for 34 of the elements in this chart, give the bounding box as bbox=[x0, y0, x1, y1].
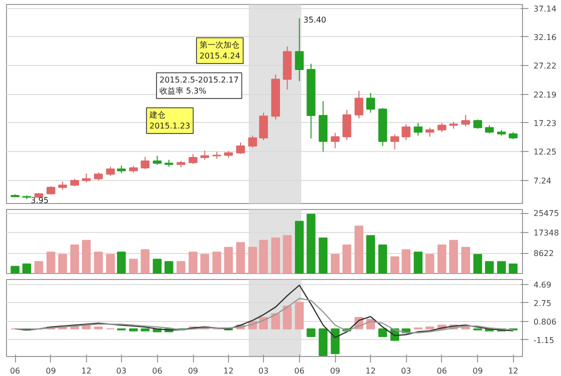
y-tick-label: -1.15 bbox=[534, 336, 554, 345]
x-tick-label: 09 bbox=[472, 366, 483, 376]
x-tick-label: 06 bbox=[436, 366, 447, 376]
x-tick-label: 12 bbox=[366, 366, 376, 376]
x-tick-label: 12 bbox=[223, 366, 234, 376]
x-tick-label: 03 bbox=[258, 366, 269, 376]
y-tick-label: 4.69 bbox=[534, 280, 552, 290]
y-tick-label: 25475 bbox=[534, 209, 559, 218]
x-tick-label: 03 bbox=[400, 366, 412, 376]
x-tick-label: 06 bbox=[152, 366, 162, 376]
y-tick-label: 32.16 bbox=[534, 32, 556, 42]
y-tick-label: 0.806 bbox=[534, 317, 556, 326]
y-tick-label: 37.14 bbox=[534, 4, 556, 14]
x-tick-label: 09 bbox=[46, 366, 56, 376]
y-tick-label: 27.22 bbox=[534, 61, 556, 70]
y-tick-label: 17348 bbox=[534, 228, 559, 238]
x-tick-label: 09 bbox=[330, 366, 340, 376]
x-tick-label: 06 bbox=[10, 366, 20, 376]
x-tick-label: 12 bbox=[81, 366, 92, 376]
x-tick-label: 03 bbox=[116, 366, 126, 376]
y-tick-label: 2.75 bbox=[534, 298, 552, 308]
x-tick-label: 09 bbox=[188, 366, 198, 376]
annotation: 3.95 bbox=[30, 196, 49, 206]
y-tick-label: 12.25 bbox=[534, 147, 556, 156]
x-tick-label: 12 bbox=[508, 366, 518, 376]
y-tick-label: 8622 bbox=[534, 249, 554, 258]
annotation: 35.40 bbox=[303, 15, 326, 24]
y-tick-label: 17.23 bbox=[534, 118, 556, 128]
annotation: 第一次加仓 2015.4.24 bbox=[200, 40, 240, 60]
y-tick-label: 7.24 bbox=[534, 176, 552, 186]
annotation: 建仓 2015.1.23 bbox=[148, 110, 190, 130]
annotation: 2015.2.5-2015.2.17 收益率 5.3% bbox=[160, 76, 239, 96]
y-tick-label: 22.19 bbox=[534, 90, 556, 100]
x-tick-label: 06 bbox=[294, 366, 304, 376]
